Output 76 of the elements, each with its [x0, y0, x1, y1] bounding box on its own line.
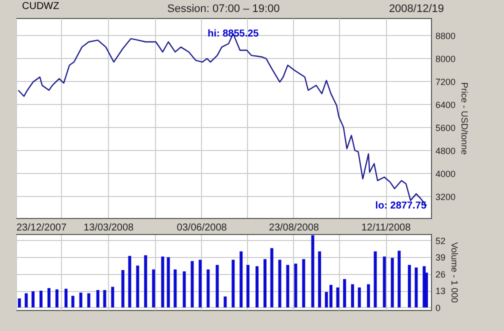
bar: [329, 284, 332, 308]
bar: [343, 279, 346, 308]
bar: [382, 256, 386, 308]
bar: [96, 290, 100, 308]
bar: [336, 287, 340, 308]
annotation: hi: 8855.25: [208, 28, 260, 40]
y-tick-label: 0: [436, 302, 441, 313]
y-tick-label: 3200: [436, 192, 456, 202]
bar: [174, 269, 177, 308]
bar: [216, 264, 219, 308]
bar: [128, 256, 132, 308]
annotation: lo: 2877.75: [375, 200, 427, 212]
bar: [224, 296, 227, 308]
chart-title: Session: 07:00 – 19:00: [167, 3, 280, 15]
bar: [111, 286, 114, 308]
bar: [103, 290, 106, 308]
x-tick-label: 13/03/2008: [84, 222, 134, 234]
bar: [18, 298, 21, 308]
y-tick-label: 5600: [436, 122, 456, 133]
bar: [374, 251, 377, 308]
x-tick-label: 23/12/2007: [16, 222, 67, 234]
bar: [198, 260, 202, 308]
bar: [40, 290, 43, 308]
bar: [87, 293, 90, 308]
bar: [286, 264, 290, 308]
text: 2008/12/19: [388, 3, 444, 15]
bar: [24, 293, 28, 308]
bar: [64, 288, 68, 308]
bar: [302, 259, 306, 308]
bar: [256, 266, 259, 308]
bar: [390, 258, 394, 308]
bar: [166, 257, 170, 308]
x-tick-label: 12/11/2008: [361, 222, 412, 234]
y-tick-label: 8800: [436, 30, 456, 41]
x-tick-label: 23/08/2008: [268, 222, 320, 234]
y-tick-label: 4000: [436, 168, 456, 179]
bar: [47, 288, 50, 308]
bar: [232, 260, 235, 308]
bar: [366, 284, 370, 308]
y-tick-label: 52: [436, 236, 446, 246]
bar: [32, 291, 35, 308]
y-tick-label: 13: [436, 286, 446, 296]
y-axis-title: Volume - 1 000: [450, 242, 460, 303]
y-tick-label: 26: [436, 269, 446, 280]
bar: [318, 251, 322, 308]
y-axis-title: Price - USD/tonne: [460, 82, 470, 155]
y-tick-label: 39: [436, 252, 446, 263]
bar: [351, 284, 354, 308]
bar: [190, 261, 194, 308]
text: CUDWZ: [22, 1, 60, 12]
bar: [161, 256, 164, 308]
y-tick-label: 4800: [436, 146, 456, 156]
y-tick-label: 6400: [436, 100, 456, 110]
bar: [311, 235, 314, 308]
y-tick-label: 8000: [436, 54, 456, 64]
bar: [264, 259, 266, 308]
y-tick-label: 7200: [436, 76, 456, 87]
bar: [414, 267, 418, 308]
bar: [294, 264, 298, 308]
bar: [79, 292, 82, 308]
bar: [240, 251, 243, 308]
bar: [121, 270, 124, 308]
bar: [246, 264, 250, 308]
x-tick-label: 03/06/2008: [176, 222, 228, 234]
bar: [136, 266, 140, 308]
bar: [408, 264, 411, 308]
bar: [144, 255, 148, 308]
bar: [398, 250, 401, 308]
bar: [358, 287, 361, 308]
bar: [55, 289, 58, 308]
bar: [278, 260, 282, 308]
bar: [270, 248, 274, 308]
bar: [206, 269, 210, 308]
bar: [182, 271, 186, 308]
bar: [152, 269, 156, 308]
bar: [71, 296, 74, 308]
